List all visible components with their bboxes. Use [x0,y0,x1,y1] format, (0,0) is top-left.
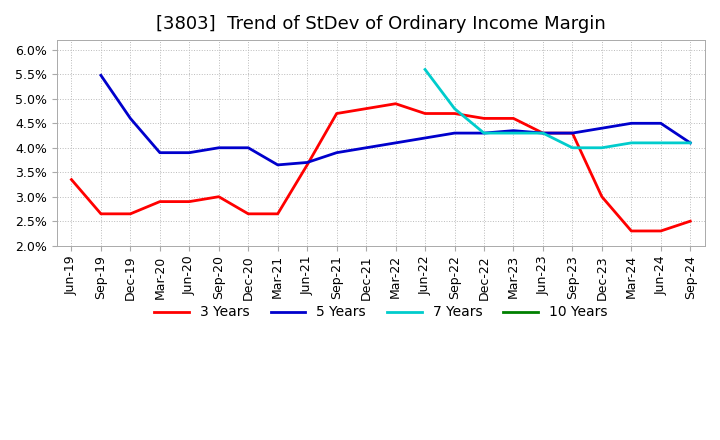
7 Years [480,130,488,136]
5 Years [657,121,665,126]
5 Years [303,160,312,165]
5 Years [362,145,371,150]
3 Years [420,111,429,116]
5 Years [215,145,223,150]
5 Years [598,125,606,131]
5 Years [156,150,164,155]
5 Years [450,130,459,136]
5 Years [420,136,429,141]
5 Years [627,121,636,126]
7 Years [598,145,606,150]
3 Years [333,111,341,116]
7 Years [420,67,429,72]
3 Years [686,219,695,224]
Legend: 3 Years, 5 Years, 7 Years, 10 Years: 3 Years, 5 Years, 7 Years, 10 Years [149,300,613,325]
7 Years [568,145,577,150]
Line: 7 Years: 7 Years [425,70,690,148]
3 Years [539,130,547,136]
3 Years [67,177,76,182]
3 Years [96,211,105,216]
Line: 3 Years: 3 Years [71,104,690,231]
3 Years [391,101,400,106]
5 Years [509,128,518,133]
5 Years [480,130,488,136]
3 Years [627,228,636,234]
5 Years [391,140,400,146]
5 Years [244,145,253,150]
3 Years [568,130,577,136]
7 Years [509,130,518,136]
Line: 5 Years: 5 Years [101,75,690,165]
5 Years [185,150,194,155]
5 Years [539,130,547,136]
5 Years [96,73,105,78]
3 Years [480,116,488,121]
3 Years [244,211,253,216]
7 Years [539,130,547,136]
3 Years [185,199,194,204]
5 Years [568,130,577,136]
7 Years [686,140,695,146]
5 Years [333,150,341,155]
3 Years [598,194,606,199]
3 Years [303,162,312,168]
5 Years [686,140,695,146]
3 Years [274,211,282,216]
7 Years [627,140,636,146]
3 Years [156,199,164,204]
5 Years [126,116,135,121]
3 Years [450,111,459,116]
3 Years [362,106,371,111]
7 Years [450,106,459,111]
3 Years [126,211,135,216]
Title: [3803]  Trend of StDev of Ordinary Income Margin: [3803] Trend of StDev of Ordinary Income… [156,15,606,33]
7 Years [657,140,665,146]
5 Years [274,162,282,168]
3 Years [657,228,665,234]
3 Years [509,116,518,121]
3 Years [215,194,223,199]
